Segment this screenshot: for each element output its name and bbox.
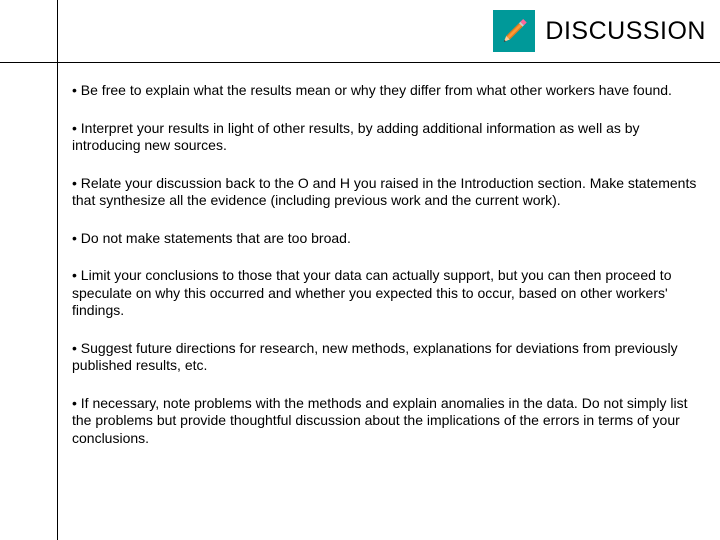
content-area: • Be free to explain what the results me… [72,82,702,467]
pencil-icon [493,10,535,52]
bullet-item: • Relate your discussion back to the O a… [72,175,702,210]
bullet-item: • Limit your conclusions to those that y… [72,267,702,320]
bullet-item: • If necessary, note problems with the m… [72,395,702,448]
bullet-item: • Be free to explain what the results me… [72,82,702,100]
header: DISCUSSION [57,0,720,62]
bullet-item: • Interpret your results in light of oth… [72,120,702,155]
bullet-item: • Do not make statements that are too br… [72,230,702,248]
vertical-rule [57,0,58,540]
page-title: DISCUSSION [545,17,706,46]
bullet-item: • Suggest future directions for research… [72,340,702,375]
horizontal-rule [0,62,720,63]
